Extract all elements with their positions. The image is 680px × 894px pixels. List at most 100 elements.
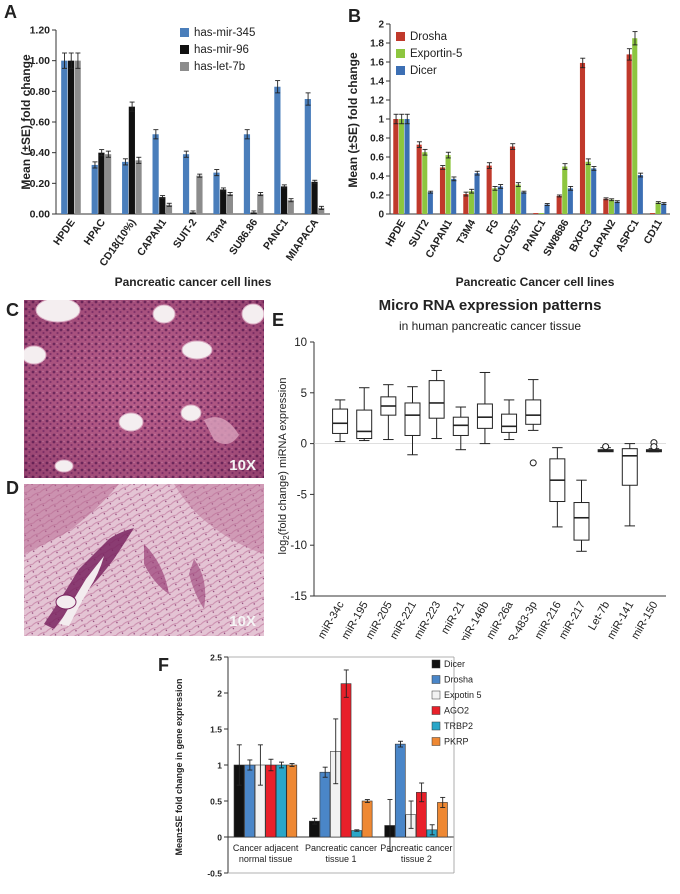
x-tick-label: ASPC1 — [614, 217, 642, 253]
y-axis-label: Mean±SE fold change in gene expression — [174, 679, 184, 856]
y-axis-label-rest: (fold change) miRNA expression — [277, 378, 289, 536]
bar-exportin-5 — [632, 38, 638, 214]
bar-dicer — [544, 204, 550, 214]
panel-a: A 0.00 0.20 0.40 0.60 0.80 1.00 1.20 HPDE HPAC CD… — [0, 0, 340, 290]
box — [476, 403, 493, 429]
panel-label-d: D — [6, 478, 19, 498]
bar-has-let-7b — [74, 60, 81, 214]
histology-image-c — [24, 300, 264, 478]
chart-subtitle: in human pancreatic cancer tissue — [399, 319, 581, 333]
bar-dicer — [637, 175, 643, 214]
bar-has-mir-345 — [122, 161, 129, 214]
y-tick-label: 1.6 — [370, 58, 384, 69]
legend-swatch — [431, 675, 441, 684]
legend-label: Drosha — [444, 675, 473, 685]
bar-has-mir-96 — [280, 186, 288, 214]
bar-has-let-7b — [165, 204, 173, 214]
y-tick-label: 1.4 — [370, 77, 384, 88]
bar-dicer — [521, 192, 527, 214]
bar-exportin-5 — [398, 119, 404, 214]
y-tick-label: 0.80 — [30, 86, 51, 98]
legend-label: has-mir-345 — [194, 27, 255, 39]
bar-drosha — [556, 195, 562, 214]
bar-has-mir-96 — [159, 197, 166, 214]
micrograph-d: 10X — [24, 484, 264, 636]
bar-has-mir-96 — [98, 152, 105, 214]
bar-exportin-5 — [562, 166, 568, 214]
bar-drosha — [319, 771, 331, 838]
y-axis-label-log: log — [277, 540, 289, 555]
bar-drosha — [509, 146, 516, 214]
panel-label-b: B — [348, 6, 361, 26]
y-tick-label: 0.8 — [370, 134, 384, 145]
bar-exportin-5 — [608, 199, 614, 214]
bar-has-mir-345 — [213, 172, 220, 214]
bar-has-mir-345 — [243, 134, 251, 214]
bar-drosha — [439, 167, 446, 214]
bar-drosha — [416, 144, 422, 214]
y-tick-label: 0.5 — [210, 797, 222, 807]
legend-swatch — [431, 706, 441, 715]
y-tick-label: 1.00 — [30, 55, 51, 67]
bar-pkrp — [361, 800, 373, 838]
bar-dicer — [404, 119, 410, 214]
x-tick-label: SU86.86 — [227, 217, 260, 257]
legend-swatch — [431, 690, 441, 700]
x-tick-label: Pancreatic cancer — [380, 843, 452, 853]
y-tick-label: 1 — [217, 761, 222, 771]
bar-has-mir-345 — [152, 134, 159, 214]
box — [452, 416, 469, 436]
bar-dicer — [661, 203, 667, 214]
bar-ago2 — [340, 683, 352, 838]
bar-exportin-5 — [585, 161, 591, 214]
y-tick-label: 0 — [378, 210, 384, 221]
x-tick-label: tissue 2 — [401, 854, 432, 864]
bar-pkrp — [286, 764, 298, 838]
bar-drosha — [463, 194, 469, 214]
x-axis-label: Pancreatic Cancer cell lines — [456, 275, 615, 289]
outlier-point — [529, 459, 537, 467]
bar-has-mir-96 — [67, 60, 75, 214]
panel-label-c: C — [6, 300, 19, 320]
bar-dicer — [427, 192, 433, 214]
y-tick-label: 0.40 — [30, 147, 51, 159]
y-tick-label: -15 — [290, 591, 307, 603]
bar-has-let-7b — [318, 207, 325, 214]
panel-label-a: A — [4, 2, 17, 22]
bar-exportin-5 — [445, 155, 451, 214]
bar-exportin-5 — [492, 188, 498, 214]
chart-b: 00.20.40.60.811.21.41.61.82HPDESUIT2CAPA… — [346, 20, 670, 289]
x-tick-label: Let-7b — [586, 600, 612, 633]
x-tick-label: CAPAN1 — [135, 217, 169, 259]
x-tick-label: PANC1 — [261, 217, 291, 253]
y-tick-label: 0.00 — [30, 209, 51, 221]
y-axis-label: log2(fold change) miRNA expression — [277, 378, 291, 555]
x-tick-label: tissue 1 — [325, 854, 356, 864]
bar-has-let-7b — [287, 200, 294, 214]
bar-drosha — [486, 165, 492, 214]
outlier-point — [650, 443, 658, 451]
y-tick-label: -0.5 — [207, 869, 222, 879]
x-tick-label: SUIT-2 — [171, 217, 200, 251]
y-tick-label: 1.5 — [210, 725, 222, 735]
box — [356, 409, 373, 440]
y-tick-label: 0.20 — [30, 178, 51, 190]
x-axis-label: Pancreatic cancer cell lines — [115, 275, 272, 289]
bar-has-let-7b — [257, 194, 264, 214]
y-tick-label: 1 — [378, 115, 384, 126]
bar-has-let-7b — [135, 160, 142, 214]
bar-has-mir-345 — [182, 154, 190, 214]
y-tick-label: 2.5 — [210, 653, 222, 663]
bar-has-mir-345 — [91, 164, 98, 214]
bar-dicer — [614, 201, 620, 214]
legend-swatch — [396, 49, 405, 58]
bar-has-mir-345 — [304, 99, 311, 214]
bar-has-let-7b — [226, 194, 233, 214]
x-tick-label: HPAC — [82, 217, 109, 248]
legend-label: Expotin 5 — [444, 690, 482, 700]
box — [332, 408, 349, 434]
box — [573, 502, 590, 541]
chart-e: Micro RNA expression patterns in human pa… — [277, 297, 666, 655]
magnification-d: 10X — [229, 613, 256, 630]
